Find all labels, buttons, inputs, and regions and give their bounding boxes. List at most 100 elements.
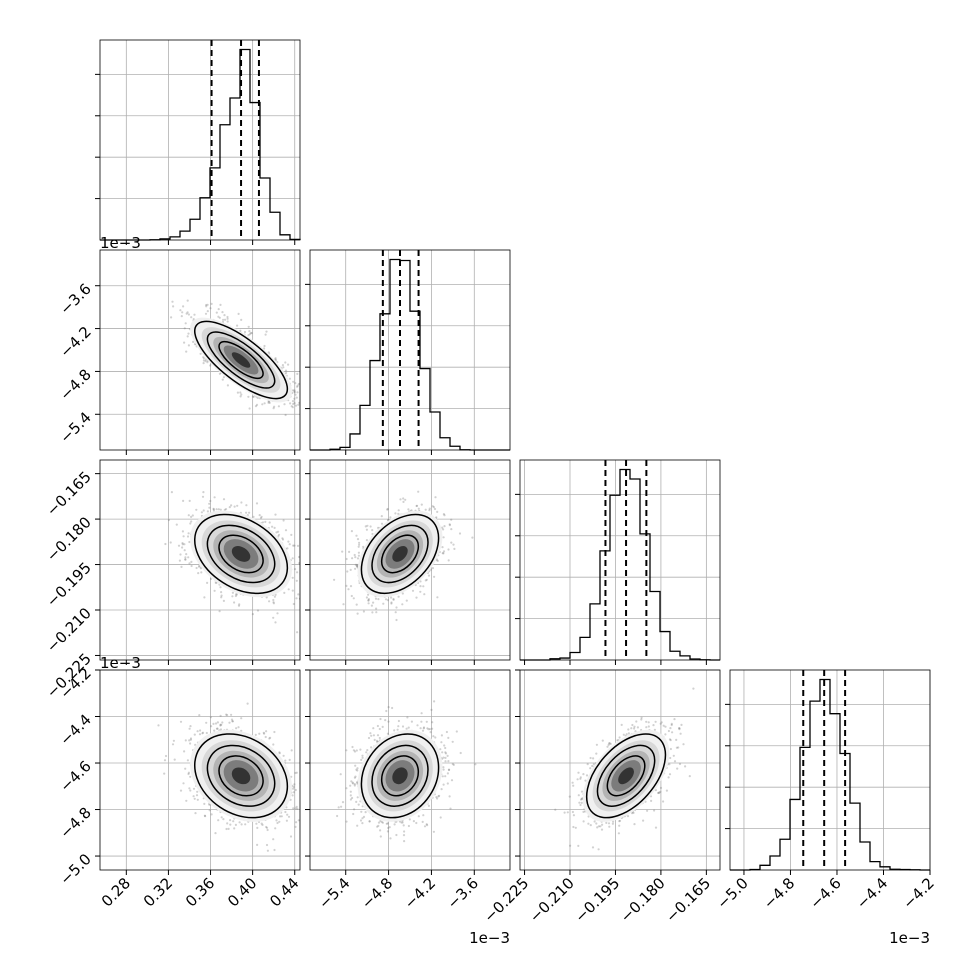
scatter-point [278, 405, 280, 407]
scatter-point [395, 619, 397, 621]
scatter-point [264, 521, 266, 523]
scatter-point [390, 597, 392, 599]
scatter-point [357, 613, 359, 615]
scatter-point [265, 331, 267, 333]
scatter-point [191, 565, 193, 567]
scatter-point [296, 571, 298, 573]
scatter-point [274, 514, 276, 516]
scatter-point [236, 505, 238, 507]
scatter-point [182, 543, 184, 545]
scatter-point [274, 621, 276, 623]
scatter-point [268, 600, 270, 602]
scatter-point [222, 319, 224, 321]
scatter-point [442, 528, 444, 530]
scatter-point [189, 500, 191, 502]
scatter-point [252, 396, 254, 398]
scatter-point [292, 545, 294, 547]
scatter-point [272, 601, 274, 603]
scatter-point [429, 508, 431, 510]
scatter-point [203, 359, 205, 361]
scatter-point [371, 611, 373, 613]
scatter-point [294, 568, 296, 570]
scatter-point [301, 397, 303, 399]
scatter-point [164, 543, 166, 545]
scatter-point [296, 386, 298, 388]
scatter-point [333, 579, 335, 581]
scatter-point [235, 593, 237, 595]
scatter-point [216, 312, 218, 314]
scatter-point [297, 545, 299, 547]
scatter-point [188, 514, 190, 516]
scatter-point [227, 320, 229, 322]
scatter-point [190, 561, 192, 563]
scatter-point [181, 315, 183, 317]
scatter-point [296, 391, 298, 393]
scatter-point [292, 557, 294, 559]
scatter-point [184, 549, 186, 551]
scatter-point [404, 499, 406, 501]
scatter-point [187, 300, 189, 302]
scatter-point [387, 599, 389, 601]
scatter-point [272, 617, 274, 619]
scatter-point [350, 569, 352, 571]
scatter-point [202, 491, 204, 493]
scatter-point [223, 498, 225, 500]
scatter-point [190, 516, 192, 518]
scatter-point [292, 381, 294, 383]
scatter-point [216, 508, 218, 510]
scatter-point [190, 316, 192, 318]
scatter-point [192, 514, 194, 516]
scatter-point [450, 542, 452, 544]
scatter-point [172, 305, 174, 307]
scatter-point [232, 592, 234, 594]
scatter-point [355, 535, 357, 537]
scatter-point [184, 558, 186, 560]
scatter-point [354, 554, 356, 556]
scatter-point [237, 392, 239, 394]
scatter-point [357, 557, 359, 559]
scatter-point [192, 341, 194, 343]
scatter-point [256, 404, 258, 406]
scatter-point [196, 567, 198, 569]
scatter-panel-2-1 [305, 460, 510, 665]
scatter-point [358, 546, 360, 548]
scatter-point [203, 357, 205, 359]
scatter-point [209, 307, 211, 309]
scatter-point [256, 502, 258, 504]
scatter-point [176, 524, 178, 526]
scatter-point [296, 580, 298, 582]
scatter-point [240, 319, 242, 321]
scatter-point [185, 351, 187, 353]
scatter-point [220, 509, 222, 511]
scatter-point [434, 508, 436, 510]
scatter-point [240, 395, 242, 397]
scatter-point [214, 590, 216, 592]
scatter-point [421, 504, 423, 506]
scatter-point [288, 588, 290, 590]
scatter-point [222, 379, 224, 381]
scatter-point [443, 550, 445, 552]
hist-panel-1 [305, 250, 510, 455]
scatter-point [367, 594, 369, 596]
scatter-point [205, 305, 207, 307]
scatter-point [233, 601, 235, 603]
scatter-point [245, 512, 247, 514]
scatter-point [211, 303, 213, 305]
scatter-point [240, 393, 242, 395]
scatter-point [203, 362, 205, 364]
scatter-point [434, 496, 436, 498]
scatter-point [249, 407, 251, 409]
scatter-point [389, 516, 391, 518]
scatter-point [195, 509, 197, 511]
scatter-point [358, 552, 360, 554]
scatter-point [193, 314, 195, 316]
scatter-point [257, 609, 259, 611]
scatter-point [307, 413, 309, 415]
scatter-point [269, 521, 271, 523]
scatter-point [190, 520, 192, 522]
scatter-point [251, 332, 253, 334]
scatter-point [292, 403, 294, 405]
scatter-point [294, 390, 296, 392]
scatter-point [450, 528, 452, 530]
